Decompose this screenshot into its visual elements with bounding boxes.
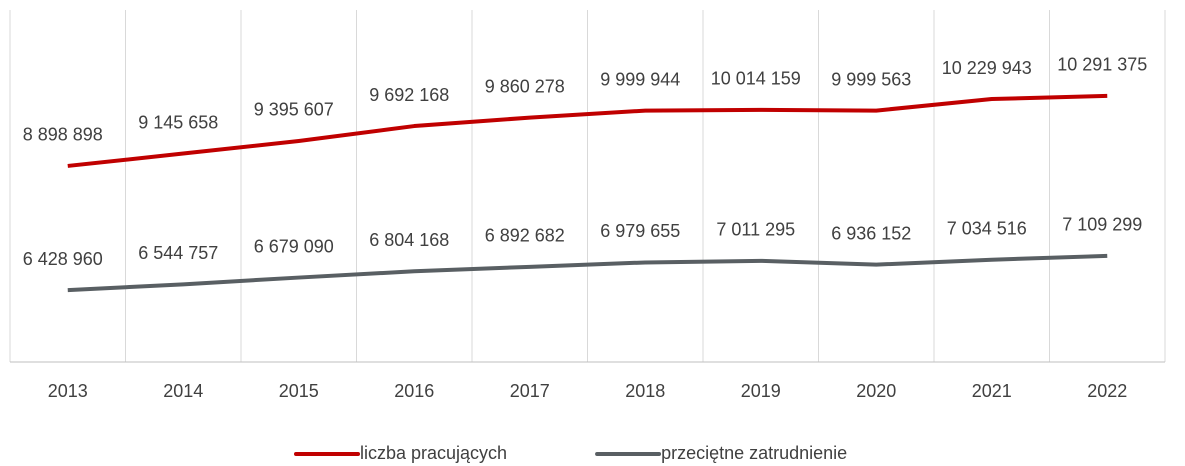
x-tick-label: 2016: [394, 381, 434, 401]
x-tick-label: 2022: [1087, 381, 1127, 401]
data-label: 9 860 278: [485, 76, 565, 96]
data-label: 9 692 168: [369, 85, 449, 105]
x-tick-label: 2015: [279, 381, 319, 401]
data-label: 9 999 563: [831, 69, 911, 89]
data-label: 8 898 898: [23, 125, 103, 145]
data-label: 6 936 152: [831, 223, 911, 243]
data-label: 10 229 943: [942, 58, 1032, 78]
x-tick-label: 2017: [510, 381, 550, 401]
data-label: 10 291 375: [1057, 55, 1147, 75]
x-tick-label: 2020: [856, 381, 896, 401]
x-tick-label: 2018: [625, 381, 665, 401]
x-tick-label: 2013: [48, 381, 88, 401]
data-label: 9 395 607: [254, 100, 334, 120]
data-label: 6 892 682: [485, 226, 565, 246]
data-label: 9 145 658: [138, 112, 218, 132]
data-label: 6 979 655: [600, 221, 680, 241]
x-tick-label: 2021: [972, 381, 1012, 401]
data-label: 7 034 516: [947, 218, 1027, 238]
line-series: [67, 93, 1108, 168]
data-label: 6 428 960: [23, 249, 103, 269]
data-label: 7 109 299: [1062, 215, 1142, 235]
data-label: 6 679 090: [254, 236, 334, 256]
data-label: 9 999 944: [600, 69, 680, 89]
legend-label: liczba pracujących: [360, 443, 507, 463]
data-label: 10 014 159: [711, 69, 801, 89]
data-label: 6 544 757: [138, 243, 218, 263]
x-tick-label: 2019: [741, 381, 781, 401]
legend-label: przeciętne zatrudnienie: [661, 443, 847, 463]
line-series: [67, 253, 1108, 293]
data-label: 7 011 295: [716, 220, 795, 240]
x-tick-label: 2014: [163, 381, 203, 401]
data-label: 6 804 168: [369, 230, 449, 250]
